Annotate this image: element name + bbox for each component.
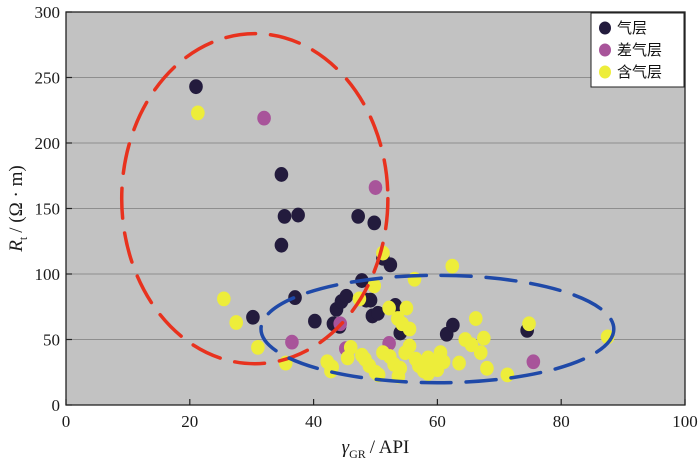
legend-label-0: 气层 [617,19,647,37]
point-s2-34 [402,321,417,337]
x-axis-label: γGR / API [342,437,410,461]
y-axis-label: Rt/ (Ω · m) [6,165,30,252]
point-s0-18 [371,305,385,321]
point-s0-4 [274,237,289,253]
y-tick-label-200: 200 [35,134,61,153]
x-tick-label-0: 0 [62,412,71,431]
point-s2-18 [402,338,417,354]
scatter-points [189,79,615,384]
point-s0-0 [189,79,203,95]
x-tick-label-40: 40 [305,412,322,431]
x-tick-label-80: 80 [553,412,570,431]
point-s1-0 [257,110,271,126]
point-s1-6 [526,354,541,370]
point-s0-9 [308,313,322,329]
point-s1-2 [285,334,299,350]
x-tick-label-100: 100 [672,412,698,431]
point-s0-6 [367,215,382,231]
point-s0-8 [246,309,260,325]
point-s2-3 [251,339,265,355]
y-tick-label-0: 0 [52,396,61,415]
series-2 [191,105,615,384]
point-s2-50 [421,366,435,381]
x-tick-label-60: 60 [429,412,446,431]
legend-marker-1 [599,43,611,57]
tick-labels: 0 20 40 60 80 100 0 50 100 150 200 250 300 [35,3,698,431]
point-s0-5 [351,208,365,224]
point-s2-39 [464,337,479,353]
point-s1-1 [368,180,383,195]
legend-label-1: 差气层 [617,41,662,59]
point-s2-33 [399,300,414,316]
point-s2-37 [452,355,466,371]
point-s0-13 [339,288,354,304]
y-tick-label-300: 300 [35,3,61,22]
axes [65,11,686,406]
point-s0-3 [291,207,305,223]
point-s2-41 [473,345,488,360]
x-tick-label-20: 20 [181,412,198,431]
annotation-ellipse-0 [119,31,390,366]
point-s0-1 [274,167,289,182]
point-s2-44 [500,367,515,383]
point-s2-45 [522,316,536,332]
gridlines [66,77,685,340]
point-s0-16 [363,292,378,308]
point-s2-1 [217,291,231,307]
point-s2-42 [477,330,491,346]
point-s2-30 [382,300,396,316]
point-s2-36 [445,258,460,274]
point-s2-48 [340,350,355,366]
point-s2-51 [432,351,447,367]
y-tick-label-150: 150 [35,200,61,219]
annotation-ellipses [119,31,616,385]
annotation-ellipse-1 [259,273,616,385]
legend-marker-0 [599,21,611,35]
legend-marker-2 [599,65,611,79]
point-s2-0 [191,105,205,121]
point-s2-43 [480,360,494,376]
point-s0-24 [446,317,460,333]
point-s2-28 [367,278,382,294]
y-tick-label-250: 250 [35,69,61,88]
point-s2-2 [229,315,244,330]
y-tick-label-50: 50 [43,331,60,350]
y-tick-label-100: 100 [35,265,61,284]
point-s0-2 [277,208,292,224]
point-s2-40 [468,311,483,326]
point-s0-20 [383,257,398,273]
legend-label-2: 含气层 [617,63,662,81]
